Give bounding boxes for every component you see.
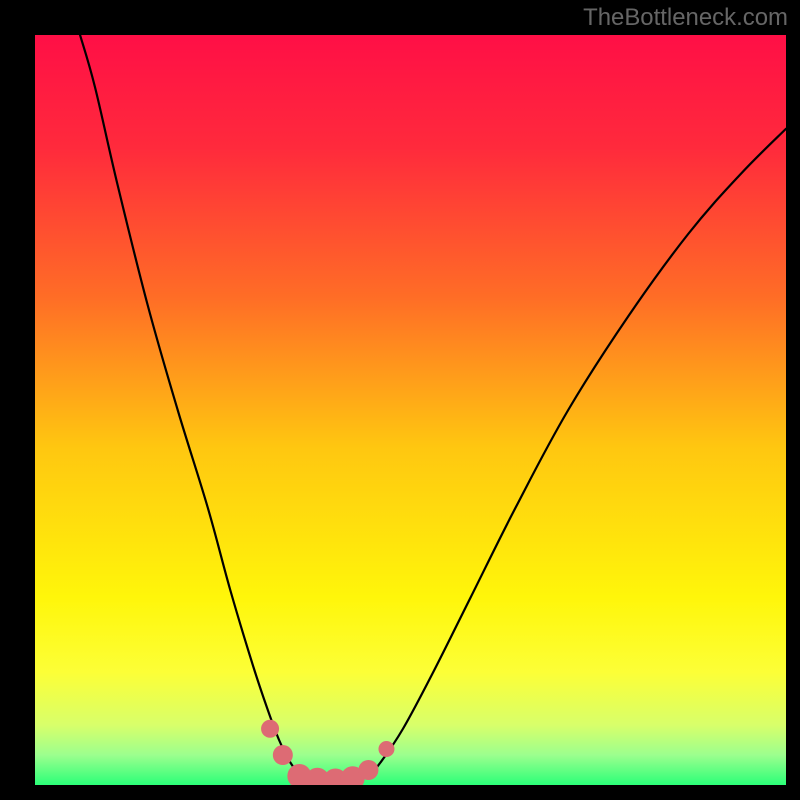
watermark-text: TheBottleneck.com [583,4,788,32]
marker-dot [261,720,279,738]
chart-root: { "watermark": { "text": "TheBottleneck.… [0,0,800,800]
marker-dot [273,745,293,765]
bottleneck-curve-line [80,35,786,783]
marker-dot [358,760,378,780]
marker-group [261,720,394,785]
gradient-plot-area [35,35,786,785]
marker-dot [378,741,394,757]
curve-svg [35,35,786,785]
